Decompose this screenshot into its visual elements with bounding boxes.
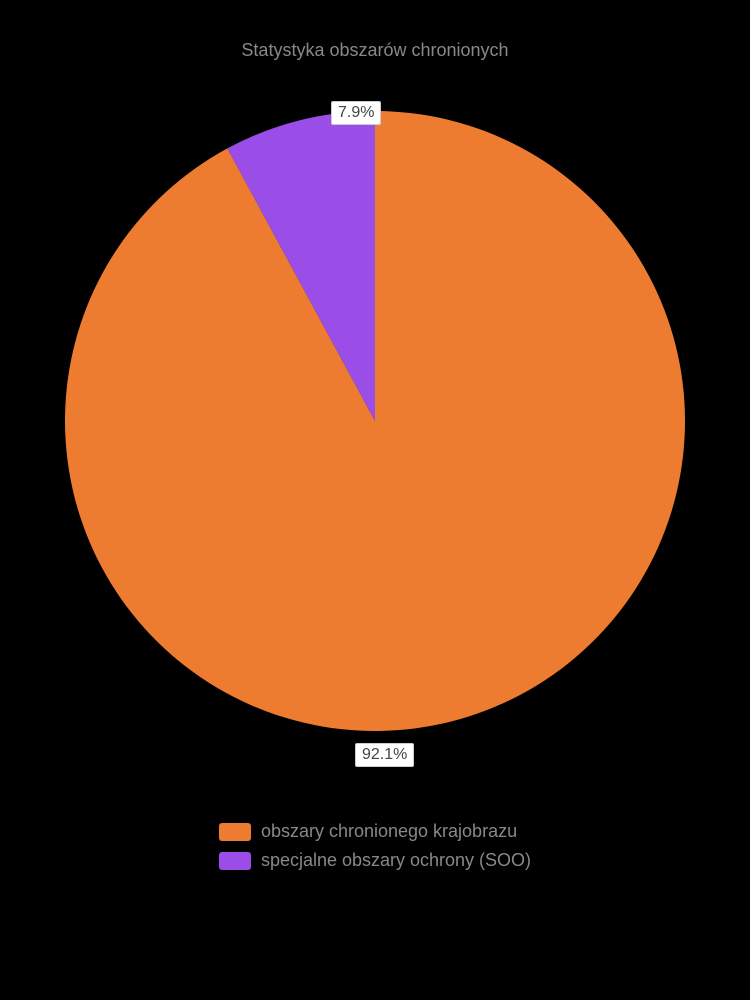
legend-item: obszary chronionego krajobrazu xyxy=(219,821,531,842)
legend: obszary chronionego krajobrazu specjalne… xyxy=(219,821,531,871)
chart-title: Statystyka obszarów chronionych xyxy=(241,40,508,61)
legend-swatch xyxy=(219,852,251,870)
pie-chart: 92.1% 7.9% xyxy=(55,101,695,741)
legend-item: specjalne obszary ochrony (SOO) xyxy=(219,850,531,871)
legend-swatch xyxy=(219,823,251,841)
legend-label: specjalne obszary ochrony (SOO) xyxy=(261,850,531,871)
legend-label: obszary chronionego krajobrazu xyxy=(261,821,517,842)
pie-svg xyxy=(55,101,695,741)
slice-label-secondary: 7.9% xyxy=(331,101,381,125)
slice-label-primary: 92.1% xyxy=(355,743,414,767)
